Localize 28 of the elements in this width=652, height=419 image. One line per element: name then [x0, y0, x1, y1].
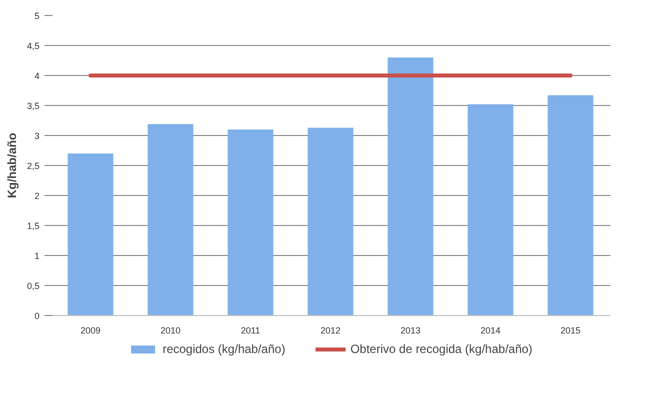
y-tick-label: 1,5 — [26, 221, 40, 231]
y-tick-label: 1 — [34, 251, 40, 261]
x-tick-label: 2010 — [160, 326, 181, 336]
y-tick-label: 3,5 — [26, 101, 40, 111]
y-tick-label: 0 — [34, 311, 40, 321]
x-tick-label: 2011 — [240, 326, 260, 336]
legend-label: Obterivo de recogida (kg/hab/año) — [350, 342, 532, 356]
y-tick-label: 4,5 — [26, 41, 40, 51]
bar — [308, 128, 354, 316]
bar — [468, 104, 514, 316]
y-tick-label: 2 — [34, 191, 40, 201]
bar — [228, 130, 274, 316]
y-tick-label: 0,5 — [26, 281, 40, 291]
bar — [68, 154, 114, 316]
bar — [548, 95, 594, 316]
y-axis-title: Kg/hab/año — [4, 132, 19, 198]
y-tick-label: 5 — [34, 11, 40, 21]
y-tick-label: 3 — [34, 131, 40, 141]
y-tick-label: 2,5 — [26, 161, 40, 171]
bar — [148, 124, 194, 316]
x-tick-label: 2012 — [320, 326, 341, 336]
x-tick-label: 2013 — [400, 326, 421, 336]
x-tick-label: 2014 — [480, 326, 501, 336]
bar — [388, 58, 434, 316]
y-tick-label: 4 — [34, 71, 40, 81]
legend-label: recogidos (kg/hab/año) — [162, 342, 286, 356]
x-tick-label: 2015 — [560, 326, 581, 336]
x-tick-label: 2009 — [80, 326, 101, 336]
